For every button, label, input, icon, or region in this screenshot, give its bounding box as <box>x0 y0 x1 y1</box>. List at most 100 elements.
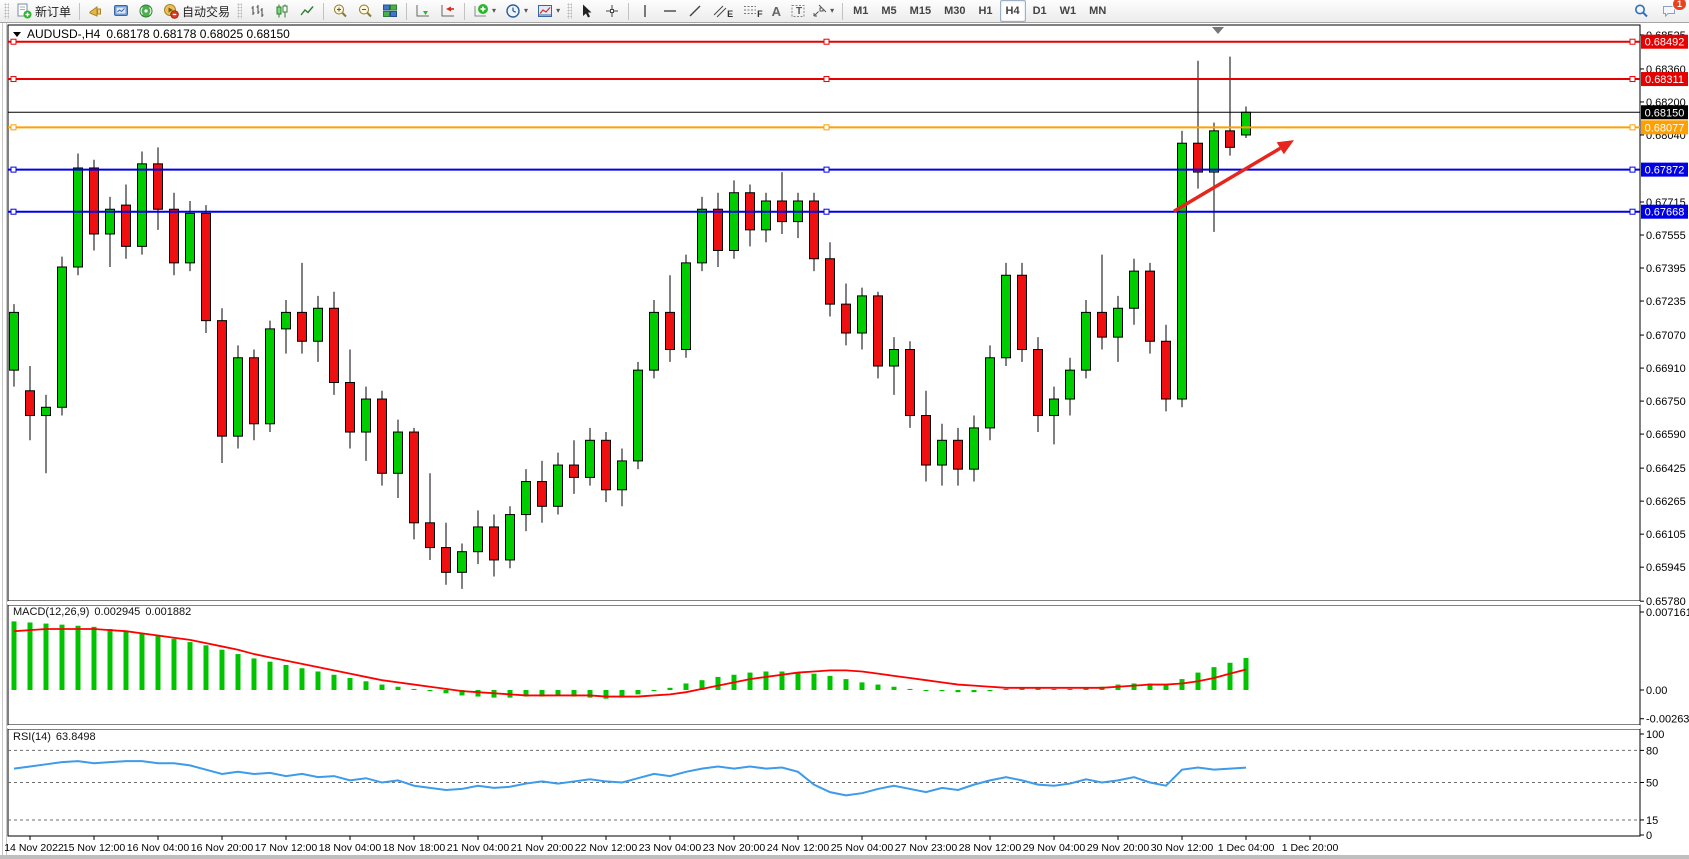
toolbar-grip[interactable] <box>237 3 243 19</box>
line-handle[interactable] <box>1629 124 1636 131</box>
chart-ohlc-values: 0.68178 0.68178 0.68025 0.68150 <box>106 27 290 41</box>
candle-body <box>425 522 435 549</box>
horizontal-line-object[interactable]: 0.67668 <box>8 204 1688 219</box>
line-handle[interactable] <box>823 166 830 173</box>
macd-histogram-bar <box>315 671 321 691</box>
svg-text:16 Nov 20:00: 16 Nov 20:00 <box>191 842 254 854</box>
candle-body <box>713 208 723 251</box>
candle-body <box>169 208 179 264</box>
macd-histogram-bar <box>299 668 305 691</box>
candle-body <box>281 311 291 330</box>
line-handle[interactable] <box>10 124 17 131</box>
candle-body <box>121 204 131 247</box>
timeframe-mn[interactable]: MN <box>1089 5 1107 17</box>
candle-body <box>521 481 531 516</box>
zoom-out-icon <box>359 4 372 18</box>
timeframe-m1[interactable]: M1 <box>853 5 869 17</box>
line-handle[interactable] <box>1629 38 1636 45</box>
chat-button[interactable]: 1 <box>1657 0 1687 22</box>
horizontal-line-object[interactable]: 0.67872 <box>8 162 1688 177</box>
timeframe-h1[interactable]: H1 <box>978 5 993 17</box>
text-label-tool-button[interactable]: T <box>786 0 806 22</box>
timeframe-w1[interactable]: W1 <box>1059 5 1077 17</box>
toolbar-grip[interactable] <box>4 3 9 19</box>
trendline-tool-button[interactable] <box>683 0 707 22</box>
line-handle[interactable] <box>10 166 17 173</box>
svg-text:0.68077: 0.68077 <box>1645 122 1685 134</box>
equidistant-channel-tool-button[interactable]: E <box>708 0 737 22</box>
line-handle[interactable] <box>823 76 830 83</box>
fibonacci-tool-button[interactable]: F <box>738 0 767 22</box>
candle-body <box>569 464 579 478</box>
horizontal-line-object[interactable]: 0.68311 <box>8 72 1688 87</box>
chart-shift-button[interactable] <box>436 0 460 22</box>
indicators-button[interactable]: ▾ <box>469 0 500 22</box>
candle-body <box>441 547 451 573</box>
timeframe-m15[interactable]: M15 <box>909 5 932 17</box>
zoom-in-icon <box>334 4 347 18</box>
vertical-line-tool-button[interactable] <box>633 0 657 22</box>
line-handle[interactable] <box>823 208 830 215</box>
signals-button[interactable] <box>134 0 158 22</box>
candle-body <box>345 382 355 433</box>
line-handle[interactable] <box>823 38 830 45</box>
shapes-arrows-icon <box>813 4 827 17</box>
panel-splitter[interactable] <box>8 725 1640 729</box>
cursor-tool-button[interactable] <box>575 0 599 22</box>
panel-splitter[interactable] <box>8 601 1640 605</box>
terminal-window-icon <box>114 5 129 16</box>
chart-shift-marker-icon[interactable] <box>1212 27 1224 34</box>
line-handle[interactable] <box>10 208 17 215</box>
horizontal-line-tool-button[interactable] <box>658 0 682 22</box>
trend-arrow-object[interactable] <box>1173 140 1294 213</box>
auto-scroll-button[interactable] <box>411 0 435 22</box>
timeframe-d1[interactable]: D1 <box>1032 5 1047 17</box>
periods-button[interactable]: ▾ <box>501 0 532 22</box>
macd-histogram-bar <box>139 633 145 691</box>
new-order-label: 新订单 <box>35 4 72 19</box>
svg-text:0.68311: 0.68311 <box>1645 74 1684 86</box>
templates-button[interactable]: ▾ <box>533 0 564 22</box>
svg-text:18 Nov 18:00: 18 Nov 18:00 <box>383 842 446 854</box>
line-handle[interactable] <box>1629 166 1636 173</box>
search-button[interactable] <box>1629 0 1653 22</box>
svg-text:80: 80 <box>1646 745 1658 757</box>
terminal-button[interactable] <box>109 0 133 22</box>
line-handle[interactable] <box>1629 208 1636 215</box>
tile-windows-button[interactable] <box>378 0 402 22</box>
horizontal-line-object[interactable]: 0.68077 <box>8 120 1688 135</box>
macd-histogram-bar <box>187 642 193 691</box>
text-tool-button[interactable]: A <box>768 0 785 22</box>
line-handle[interactable] <box>10 76 17 83</box>
candle-body <box>1145 270 1155 342</box>
toolbar-grip[interactable] <box>567 3 573 19</box>
macd-main-value: 0.002945 <box>94 606 141 618</box>
toolbar-separator <box>323 2 325 20</box>
zoom-out-button[interactable] <box>353 0 377 22</box>
timeframe-h4[interactable]: H4 <box>999 0 1026 22</box>
svg-text:0.66265: 0.66265 <box>1646 496 1686 508</box>
timeframe-m30[interactable]: M30 <box>944 5 966 17</box>
megaphone-button[interactable] <box>84 0 108 22</box>
crosshair-tool-button[interactable] <box>600 0 624 22</box>
line-handle[interactable] <box>1629 76 1636 83</box>
timeframe-m5[interactable]: M5 <box>881 5 897 17</box>
new-order-button[interactable]: 新订单 <box>12 0 75 22</box>
line-handle[interactable] <box>823 124 830 131</box>
horizontal-line-object[interactable]: 0.68492 <box>8 34 1688 49</box>
candlestick-chart-button[interactable] <box>270 0 294 22</box>
line-handle[interactable] <box>10 38 17 45</box>
symbol-dropdown-icon[interactable] <box>13 31 21 37</box>
macd-histogram-bar <box>427 690 433 692</box>
autotrading-button[interactable]: 自动交易 <box>159 0 234 22</box>
candle-body <box>873 295 883 367</box>
bar-chart-button[interactable] <box>245 0 269 22</box>
zoom-in-button[interactable] <box>328 0 352 22</box>
line-chart-button[interactable] <box>295 0 319 22</box>
candle-body <box>1081 311 1091 371</box>
shapes-tool-button[interactable]: ▾ <box>807 0 838 22</box>
candle-body <box>649 311 659 371</box>
timeframe-toolbar: M1 M5 M15 M30 H1 H4 D1 W1 MN <box>847 0 1112 22</box>
